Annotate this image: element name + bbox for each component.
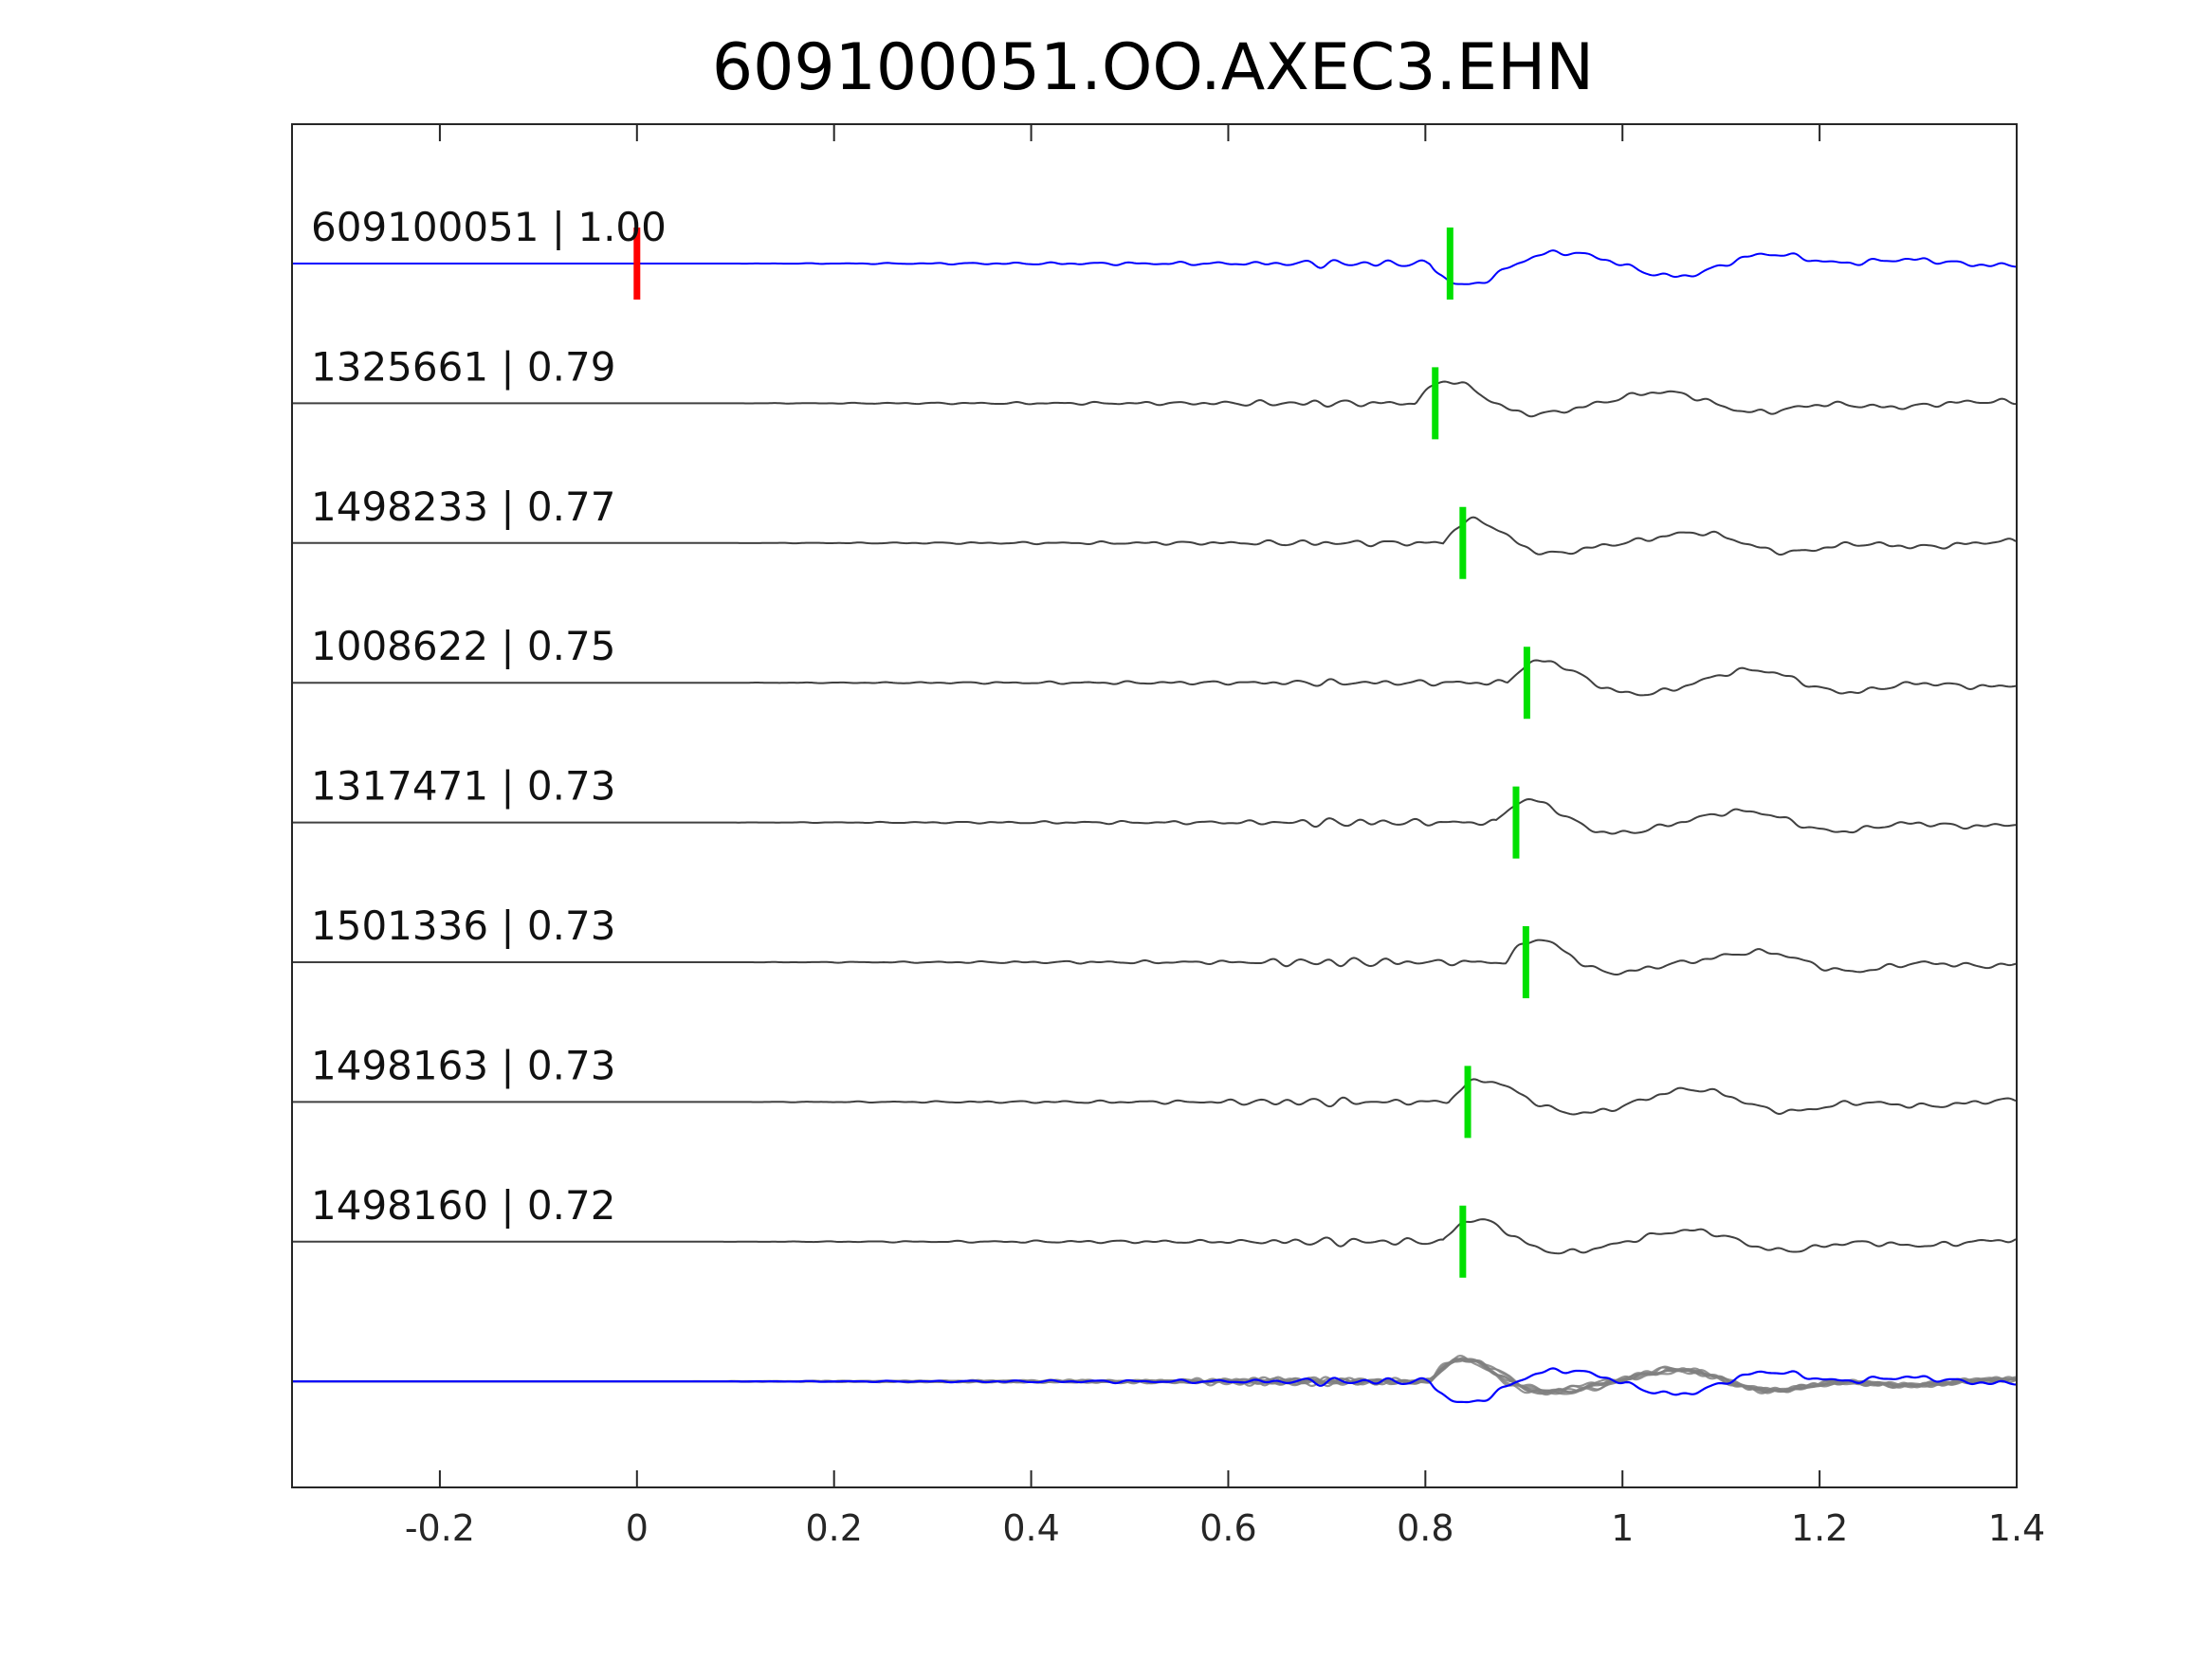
stack-trace-template — [292, 1367, 2017, 1404]
chart-title: 609100051.OO.AXEC3.EHN — [712, 30, 1594, 105]
axes-box — [291, 123, 2018, 1488]
trace-1008622 — [292, 659, 2017, 697]
x-tick-label: 1 — [1611, 1507, 1634, 1549]
trace-1317471 — [292, 798, 2017, 835]
trace-1501336 — [292, 939, 2017, 976]
x-tick-label: 1.2 — [1791, 1507, 1848, 1549]
markers-layer — [633, 228, 1530, 1278]
trace-label-1498160: 1498160 | 0.72 — [311, 1182, 615, 1229]
x-tick-label: -0.2 — [405, 1507, 475, 1549]
trace-label-1317471: 1317471 | 0.73 — [311, 763, 615, 810]
x-axis: -0.2 0 0.2 0.4 0.6 0.8 1 1.2 1.4 — [405, 124, 2045, 1549]
trace-1498160 — [292, 1218, 2017, 1255]
x-tick-label: 0.2 — [805, 1507, 862, 1549]
trace-label-1501336: 1501336 | 0.73 — [311, 902, 615, 949]
trace-label-1498163: 1498163 | 0.73 — [311, 1042, 615, 1088]
x-tick-label: 1.4 — [1988, 1507, 2045, 1549]
trace-1498233 — [292, 516, 2017, 556]
trace-label-1498233: 1498233 | 0.77 — [311, 483, 615, 530]
x-tick-label: 0.8 — [1397, 1507, 1453, 1549]
trace-label-1325661: 1325661 | 0.79 — [311, 343, 615, 390]
x-tick-label: 0 — [626, 1507, 649, 1549]
trace-label-609100051: 609100051 | 1.00 — [311, 204, 667, 250]
labels-layer: 609100051 | 1.00 1325661 | 0.79 1498233 | … — [311, 204, 667, 1229]
trace-1325661 — [292, 380, 2017, 418]
traces-layer — [292, 249, 2017, 1404]
trace-609100051 — [292, 249, 2017, 285]
trace-label-1008622: 1008622 | 0.75 — [311, 623, 615, 669]
x-tick-label: 0.6 — [1199, 1507, 1256, 1549]
trace-1498163 — [292, 1078, 2017, 1116]
x-tick-label: 0.4 — [1002, 1507, 1059, 1549]
